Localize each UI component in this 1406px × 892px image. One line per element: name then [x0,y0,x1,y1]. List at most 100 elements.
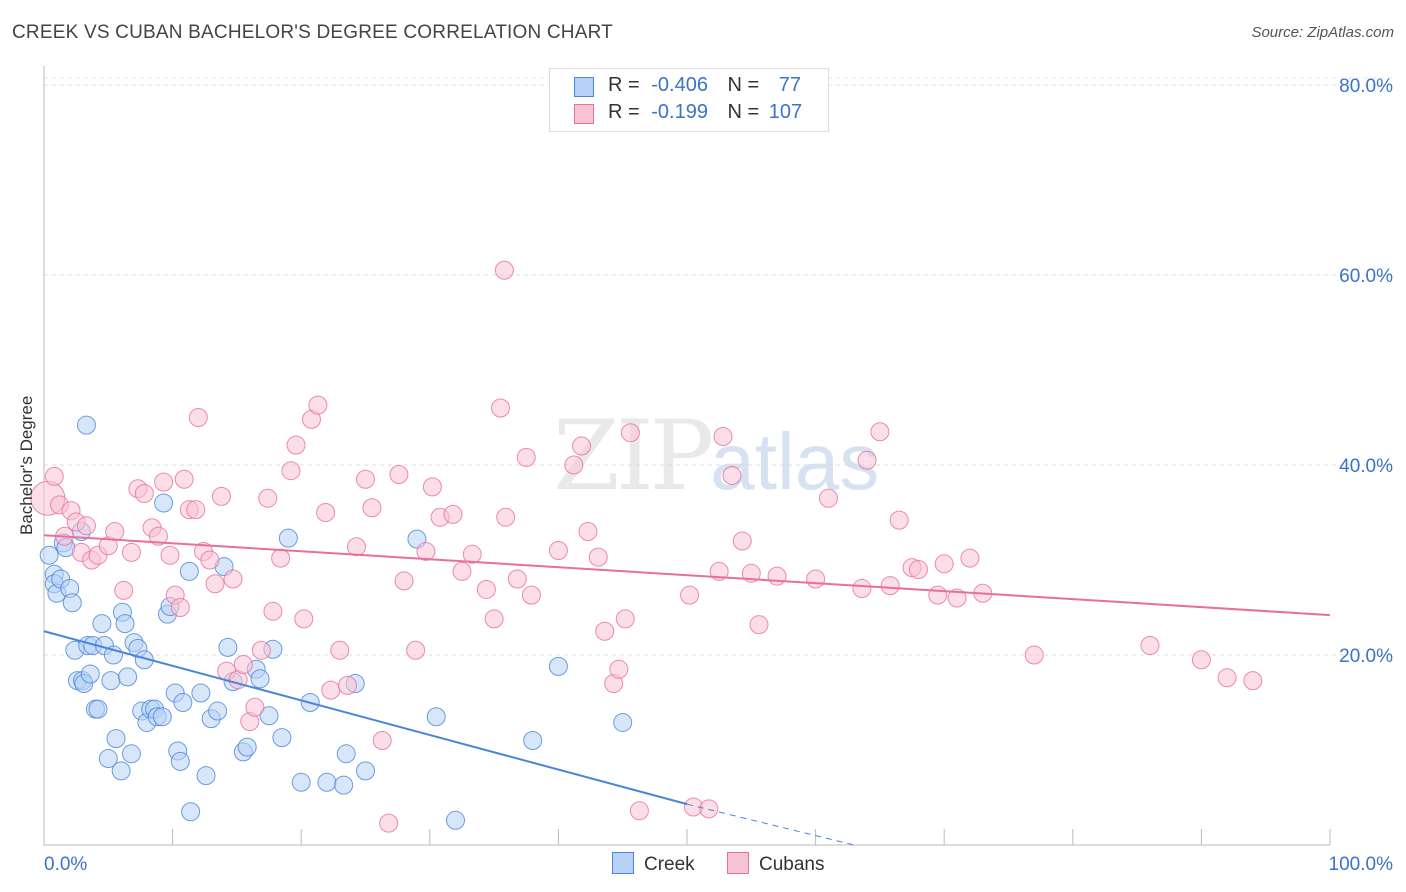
point-cubans-41 [286,435,306,455]
point-cubans-44 [308,395,328,415]
point-creek-46 [173,693,193,712]
point-cubans-106 [1140,636,1160,655]
point-cubans-102 [947,588,967,608]
point-cubans-17 [148,526,168,546]
point-creek-45 [170,751,190,771]
point-cubans-100 [928,585,948,605]
bottom-legend-creek: Creek [612,852,695,876]
point-cubans-90 [767,566,787,586]
y-axis-label: Bachelor's Degree [17,395,36,535]
point-cubans-29 [211,486,231,506]
point-cubans-107 [1191,650,1211,670]
point-cubans-84 [709,561,729,581]
point-cubans-68 [516,447,536,467]
point-creek-23 [101,671,121,691]
point-cubans-83 [699,799,719,819]
point-cubans-92 [818,488,838,508]
legend-r-label-cubans: R = [608,101,640,123]
point-cubans-95 [870,422,890,442]
point-cubans-89 [749,615,769,635]
point-cubans-87 [732,531,752,551]
bottom-legend-label-creek: Creek [644,854,695,875]
point-creek-28 [115,614,135,634]
point-cubans-85 [713,427,733,446]
point-cubans-63 [476,579,496,599]
point-cubans-24 [186,500,206,520]
legend-n-value-creek: 77 [778,74,802,96]
point-creek-57 [237,737,257,757]
legend-n-value-cubans: 107 [768,101,803,123]
point-creek-73 [446,810,466,830]
point-creek-20 [92,614,112,634]
point-cubans-101 [934,554,954,574]
point-cubans-71 [564,455,584,475]
legend-r-value-creek: -0.406 [651,74,708,96]
watermark-zip: ZIP [553,400,714,512]
point-creek-64 [291,772,311,792]
point-cubans-31 [223,569,243,589]
point-cubans-77 [609,659,629,679]
point-cubans-46 [321,680,341,700]
point-cubans-22 [174,469,194,489]
point-cubans-54 [389,465,409,484]
point-cubans-40 [281,461,301,481]
legend-n-label-cubans: N = [727,101,760,123]
point-cubans-109 [1243,671,1263,691]
point-creek-75 [548,656,568,676]
point-cubans-53 [379,813,399,833]
point-cubans-72 [572,436,592,456]
watermark: ZIPatlas [553,400,879,512]
point-creek-76 [613,712,633,732]
point-creek-59 [250,669,270,689]
point-cubans-86 [722,465,742,485]
legend-r-label-creek: R = [608,74,640,96]
point-cubans-88 [741,563,761,583]
point-creek-70 [356,761,375,781]
point-cubans-65 [491,398,511,418]
point-creek-29 [118,667,138,687]
point-cubans-25 [188,408,208,427]
bottom-legend-label-cubans: Cubans [759,854,825,875]
correlation-legend: R = -0.406 N = 77 R = -0.199 N = 107 [549,68,829,132]
point-cubans-37 [258,488,278,508]
point-creek-26 [111,761,131,781]
point-cubans-21 [170,598,190,617]
point-cubans-97 [889,510,909,530]
point-cubans-47 [330,640,350,660]
point-cubans-18 [154,472,174,492]
y-tick-label-40: 40.0% [1339,456,1393,477]
point-cubans-51 [362,498,382,518]
point-cubans-48 [337,675,357,695]
chart-source: Source: ZipAtlas.com [1251,24,1394,41]
point-cubans-70 [548,541,568,560]
point-cubans-1 [44,466,64,486]
point-cubans-69 [521,585,541,605]
point-cubans-35 [245,697,265,717]
point-creek-39 [152,707,172,727]
point-cubans-91 [806,569,826,589]
point-cubans-62 [462,544,482,564]
point-cubans-110 [494,260,514,280]
point-creek-47 [179,561,199,581]
chart-title: CREEK VS CUBAN BACHELOR'S DEGREE CORRELA… [12,22,613,43]
point-creek-67 [334,775,354,795]
legend-n-label-creek: N = [727,74,760,96]
point-cubans-38 [263,601,283,621]
point-cubans-96 [880,576,900,596]
point-creek-30 [121,744,141,764]
point-cubans-13 [121,542,141,562]
point-cubans-108 [1217,668,1237,688]
point-cubans-103 [960,548,980,568]
bottom-legend-swatch-creek [612,852,634,874]
point-creek-14 [76,415,96,435]
x-tick-label-0: 0.0% [44,854,87,875]
bottom-legend-cubans: Cubans [727,852,825,876]
point-cubans-78 [615,609,635,629]
point-cubans-50 [356,469,375,489]
x-tick-label-100: 100.0% [1329,854,1394,875]
point-cubans-28 [205,574,225,594]
point-cubans-15 [134,484,154,503]
point-cubans-94 [857,450,877,470]
point-creek-62 [272,728,292,748]
